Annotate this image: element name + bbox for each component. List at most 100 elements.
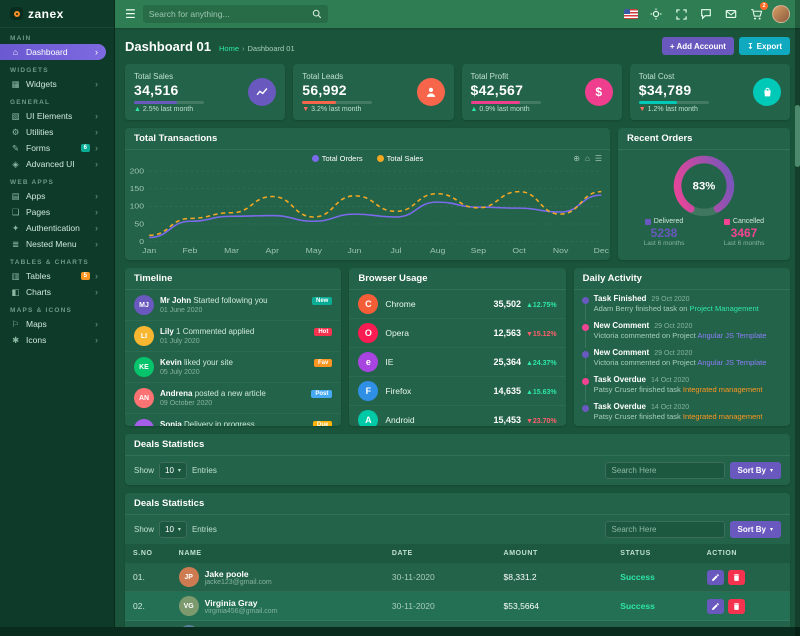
sidebar-section-maps-icons: MAPS & ICONS bbox=[10, 307, 73, 314]
table-search-input[interactable] bbox=[604, 462, 725, 479]
pages-icon: ❏ bbox=[11, 206, 20, 217]
chat-icon[interactable] bbox=[697, 5, 715, 23]
timeline-badge: Due bbox=[312, 421, 333, 426]
timeline-card: Timeline MJ Mr John Started following yo… bbox=[125, 268, 342, 426]
trend-down-icon: ▼23.70% bbox=[525, 418, 557, 425]
svg-text:Dec: Dec bbox=[594, 247, 609, 255]
ie-icon: e bbox=[358, 352, 379, 372]
deals-table: S.NO NAME DATE AMOUNT STATUS ACTION 01. … bbox=[125, 544, 790, 636]
sidebar-item-tables[interactable]: ▥ Tables 5 › bbox=[11, 270, 98, 282]
android-icon: A bbox=[358, 410, 379, 426]
sidebar-section-general: GENERAL bbox=[10, 99, 51, 106]
svg-text:150: 150 bbox=[130, 185, 145, 193]
tables-badge: 5 bbox=[80, 272, 90, 280]
charts-icon: ◧ bbox=[11, 286, 20, 297]
fullscreen-icon[interactable] bbox=[672, 5, 690, 23]
svg-text:Jan: Jan bbox=[142, 247, 156, 255]
activity-dot bbox=[581, 297, 589, 304]
stat-card-total-leads: Total Leads 56,992 ▼ 3.2% last month bbox=[293, 64, 454, 120]
timeline-item: AN Andrena posted a new article 09 Octobe… bbox=[125, 383, 342, 414]
activity-item: Task Overdue 14 Oct 2020 Patsy Cruser fin… bbox=[574, 398, 790, 425]
stat-progress bbox=[638, 100, 709, 104]
avatar: JP bbox=[178, 567, 199, 587]
stat-progress bbox=[470, 100, 541, 104]
svg-text:Jun: Jun bbox=[348, 247, 362, 255]
svg-text:200: 200 bbox=[130, 167, 145, 175]
svg-text:Nov: Nov bbox=[553, 247, 569, 255]
add-account-button[interactable]: + Add Account bbox=[661, 37, 734, 55]
global-search-input[interactable] bbox=[148, 9, 312, 19]
timeline-badge: New bbox=[311, 297, 333, 305]
activity-item: Task Overdue 14 Oct 2020 Patsy Cruser fin… bbox=[574, 371, 790, 402]
trend-up-icon: ▲ bbox=[134, 105, 141, 113]
activity-link[interactable]: Integrated management bbox=[682, 412, 763, 421]
user-avatar[interactable] bbox=[772, 5, 790, 23]
forms-icon: ✎ bbox=[11, 142, 20, 153]
activity-link[interactable]: Angular JS Template bbox=[697, 331, 767, 340]
menu-toggle-icon[interactable]: ☰ bbox=[125, 7, 136, 21]
chevron-right-icon: › bbox=[95, 207, 98, 217]
utilities-icon: ⚙ bbox=[11, 126, 20, 137]
entries-select[interactable]: 10 ▾ bbox=[159, 521, 187, 538]
stat-cards-row: Total Sales 34,516 ▲ 2.5% last month Tot… bbox=[125, 64, 790, 120]
stat-card-total-sales: Total Sales 34,516 ▲ 2.5% last month bbox=[125, 64, 286, 120]
cart-icon[interactable]: 2 bbox=[747, 2, 768, 23]
daily-activity-card: Daily Activity Task Finished 29 Oct 2020 … bbox=[573, 268, 790, 426]
sidebar-item-advanced-ui[interactable]: ◈ Advanced UI › bbox=[0, 156, 106, 172]
orders-gauge: 83% bbox=[618, 150, 790, 218]
nested-menu-icon: ≣ bbox=[11, 238, 20, 249]
entries-select[interactable]: 10 ▾ bbox=[159, 462, 187, 479]
sidebar-item-authentication[interactable]: ✦ Authentication › bbox=[11, 222, 98, 234]
avatar: AN bbox=[134, 388, 154, 408]
trend-up-icon: ▲24.37% bbox=[525, 360, 557, 367]
sidebar-item-apps[interactable]: ▤ Apps › bbox=[11, 190, 98, 202]
delete-button[interactable] bbox=[727, 598, 745, 614]
activity-dot bbox=[581, 324, 589, 331]
sidebar-item-dashboard[interactable]: ⌂ Dashboard › bbox=[0, 44, 106, 60]
sidebar-item-nested-menu[interactable]: ≣ Nested Menu › bbox=[11, 238, 98, 250]
brand-logo[interactable]: zanex bbox=[0, 0, 114, 28]
search-icon[interactable] bbox=[312, 9, 322, 19]
breadcrumb-home-link[interactable]: Home bbox=[218, 43, 239, 53]
activity-link[interactable]: Angular JS Template bbox=[697, 358, 767, 367]
sidebar-item-ui-elements[interactable]: ▧ UI Elements › bbox=[11, 110, 98, 122]
sidebar-item-charts[interactable]: ◧ Charts › bbox=[11, 286, 98, 298]
chevron-right-icon: › bbox=[95, 335, 98, 345]
scrollbar[interactable] bbox=[795, 0, 800, 636]
zoom-in-icon[interactable]: ⊕ bbox=[573, 154, 580, 163]
sidebar-item-pages[interactable]: ❏ Pages › bbox=[11, 206, 98, 218]
message-icon[interactable] bbox=[722, 5, 740, 23]
brand-name: zanex bbox=[28, 6, 64, 21]
sort-by-button[interactable]: Sort By ▾ bbox=[729, 521, 781, 538]
timeline-badge: Post bbox=[311, 390, 333, 398]
trend-up-icon: ▲15.63% bbox=[525, 389, 557, 396]
activity-link[interactable]: Project Management bbox=[689, 304, 759, 313]
sort-by-button[interactable]: Sort By ▾ bbox=[729, 462, 781, 479]
chevron-right-icon: › bbox=[95, 111, 98, 121]
sidebar-item-widgets[interactable]: ▦ Widgets › bbox=[11, 78, 98, 90]
legend-total-sales[interactable]: Total Sales bbox=[376, 154, 423, 163]
scrollbar-thumb[interactable] bbox=[795, 105, 800, 167]
chrome-icon: C bbox=[358, 294, 379, 314]
activity-link[interactable]: Integrated management bbox=[682, 385, 763, 394]
sidebar-item-icons[interactable]: ✱ Icons › bbox=[11, 334, 98, 346]
delete-button[interactable] bbox=[727, 569, 745, 585]
sidebar-item-forms[interactable]: ✎ Forms 6 › bbox=[11, 142, 98, 154]
sidebar-item-maps[interactable]: ⚐ Maps › bbox=[11, 318, 98, 330]
status-badge: Success bbox=[620, 572, 655, 582]
breadcrumb: Home › Dashboard 01 bbox=[218, 43, 295, 53]
table-search-input[interactable] bbox=[604, 521, 725, 538]
edit-button[interactable] bbox=[706, 569, 724, 585]
export-button[interactable]: ↧ Export bbox=[738, 37, 790, 55]
sidebar-item-utilities[interactable]: ⚙ Utilities › bbox=[11, 126, 98, 138]
chart-menu-icon[interactable]: ☰ bbox=[594, 154, 602, 163]
avatar: KE bbox=[134, 357, 154, 377]
edit-button[interactable] bbox=[706, 598, 724, 614]
chevron-right-icon: › bbox=[95, 159, 98, 169]
leads-user-icon bbox=[416, 78, 445, 106]
language-flag-icon[interactable] bbox=[622, 5, 640, 23]
legend-total-orders[interactable]: Total Orders bbox=[311, 154, 363, 163]
brightness-icon[interactable] bbox=[647, 5, 665, 23]
sidebar-section-widgets: WIDGETS bbox=[10, 67, 49, 74]
reset-home-icon[interactable]: ⌂ bbox=[584, 154, 590, 163]
